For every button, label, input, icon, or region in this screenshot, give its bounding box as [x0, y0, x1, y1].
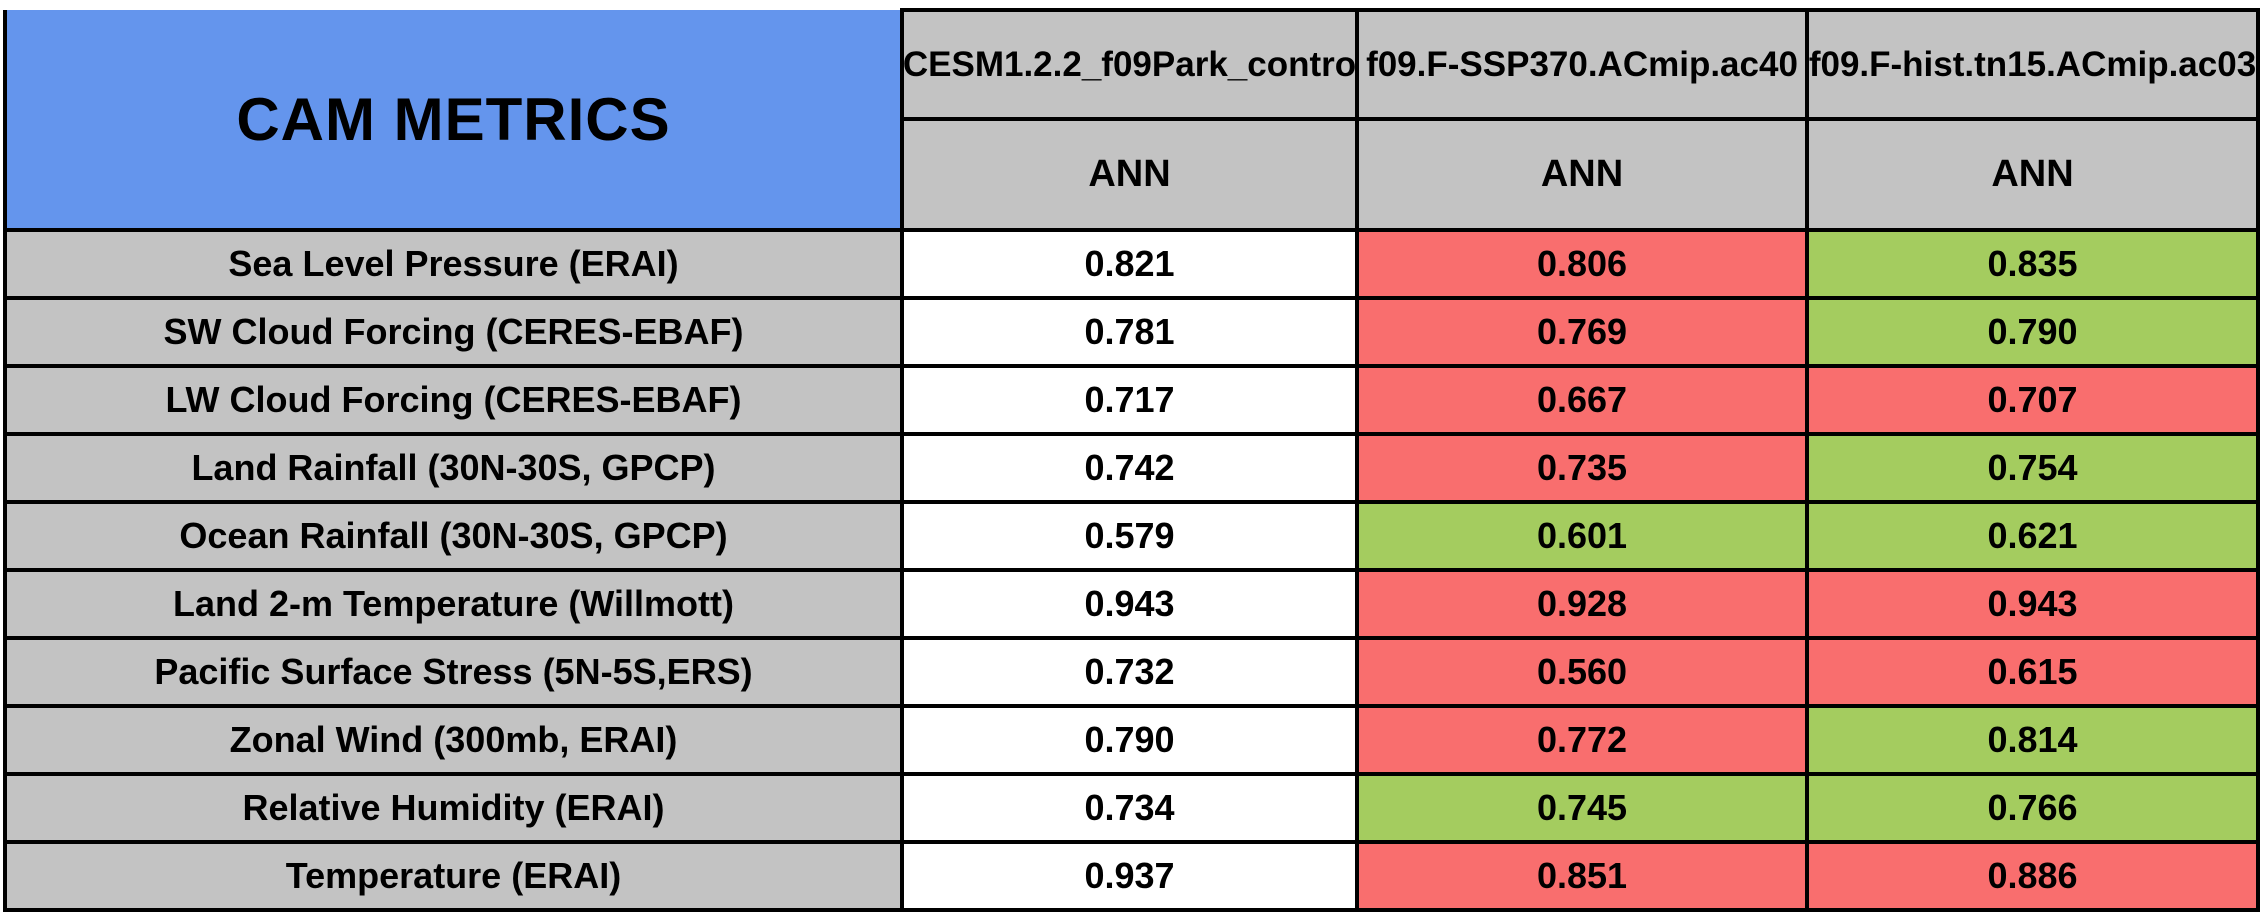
- metric-value: 0.928: [1355, 568, 1809, 640]
- table-row: Relative Humidity (ERAI) 0.734 0.745 0.766: [3, 772, 2260, 844]
- column-header-label: CESM1.2.2_f09Park_contro: [902, 44, 1357, 84]
- metric-value: 0.615: [1805, 636, 2260, 708]
- table-row: Ocean Rainfall (30N-30S, GPCP) 0.579 0.601…: [3, 500, 2260, 572]
- table-row: LW Cloud Forcing (CERES-EBAF) 0.717 0.667 0…: [3, 364, 2260, 436]
- header-row-names: CAM METRICS CESM1.2.2_f09Park_contro f09.…: [3, 8, 2260, 232]
- table-row: SW Cloud Forcing (CERES-EBAF) 0.781 0.769 0…: [3, 296, 2260, 368]
- metric-label: Zonal Wind (300mb, ERAI): [3, 704, 904, 776]
- metric-value: 0.742: [900, 432, 1359, 504]
- metric-value: 0.735: [1355, 432, 1809, 504]
- metric-value: 0.601: [1355, 500, 1809, 572]
- metric-label: Sea Level Pressure (ERAI): [3, 228, 904, 300]
- metric-value: 0.821: [900, 228, 1359, 300]
- metric-value: 0.621: [1805, 500, 2260, 572]
- metric-value: 0.790: [1805, 296, 2260, 368]
- metric-value: 0.766: [1805, 772, 2260, 844]
- metric-value: 0.790: [900, 704, 1359, 776]
- table-row: Temperature (ERAI) 0.937 0.851 0.886: [3, 840, 2260, 912]
- table-row: Sea Level Pressure (ERAI) 0.821 0.806 0.835: [3, 228, 2260, 300]
- metric-label: LW Cloud Forcing (CERES-EBAF): [3, 364, 904, 436]
- table-row: Land 2-m Temperature (Willmott) 0.943 0.92…: [3, 568, 2260, 640]
- metric-value: 0.667: [1355, 364, 1809, 436]
- season-header: ANN: [900, 117, 1359, 232]
- metric-label: Ocean Rainfall (30N-30S, GPCP): [3, 500, 904, 572]
- metric-value: 0.707: [1805, 364, 2260, 436]
- metric-value: 0.769: [1355, 296, 1809, 368]
- metric-label: Temperature (ERAI): [3, 840, 904, 912]
- metric-value: 0.937: [900, 840, 1359, 912]
- column-header: f09.F-SSP370.ACmip.ac40: [1355, 8, 1809, 121]
- table-row: Land Rainfall (30N-30S, GPCP) 0.742 0.735 0…: [3, 432, 2260, 504]
- metric-value: 0.806: [1355, 228, 1809, 300]
- metric-value: 0.781: [900, 296, 1359, 368]
- metric-value: 0.943: [900, 568, 1359, 640]
- column-header: CESM1.2.2_f09Park_contro: [900, 8, 1359, 121]
- metric-value: 0.943: [1805, 568, 2260, 640]
- season-header: ANN: [1805, 117, 2260, 232]
- table-row: Zonal Wind (300mb, ERAI) 0.790 0.772 0.814: [3, 704, 2260, 776]
- metric-value: 0.772: [1355, 704, 1809, 776]
- metric-value: 0.754: [1805, 432, 2260, 504]
- metric-value: 0.732: [900, 636, 1359, 708]
- column-header: f09.F-hist.tn15.ACmip.ac03: [1805, 8, 2260, 121]
- metric-label: Land 2-m Temperature (Willmott): [3, 568, 904, 640]
- metric-value: 0.734: [900, 772, 1359, 844]
- metric-label: Land Rainfall (30N-30S, GPCP): [3, 432, 904, 504]
- metric-value: 0.717: [900, 364, 1359, 436]
- header-row-seasons: ANN ANN ANN: [5, 117, 2260, 232]
- metric-value: 0.579: [900, 500, 1359, 572]
- season-header: ANN: [1355, 117, 1809, 232]
- column-header-label: f09.F-hist.tn15.ACmip.ac03: [1808, 44, 2257, 84]
- cam-metrics-table: CAM METRICS CESM1.2.2_f09Park_contro f09.…: [3, 8, 2260, 912]
- metric-value: 0.835: [1805, 228, 2260, 300]
- metric-label: Pacific Surface Stress (5N-5S,ERS): [3, 636, 904, 708]
- metric-value: 0.814: [1805, 704, 2260, 776]
- table-row: Pacific Surface Stress (5N-5S,ERS) 0.732 0…: [3, 636, 2260, 708]
- table-title: CAM METRICS: [3, 10, 904, 232]
- metric-label: Relative Humidity (ERAI): [3, 772, 904, 844]
- metric-value: 0.560: [1355, 636, 1809, 708]
- metric-label: SW Cloud Forcing (CERES-EBAF): [3, 296, 904, 368]
- metric-value: 0.851: [1355, 840, 1809, 912]
- metric-value: 0.886: [1805, 840, 2260, 912]
- metric-value: 0.745: [1355, 772, 1809, 844]
- column-header-label: f09.F-SSP370.ACmip.ac40: [1366, 44, 1798, 84]
